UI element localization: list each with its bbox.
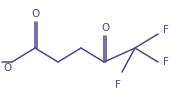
Text: O: O [31,9,39,19]
Text: O: O [101,23,109,33]
Text: F: F [163,57,169,67]
Text: F: F [115,80,121,90]
Text: O: O [3,63,11,73]
Text: F: F [163,25,169,35]
